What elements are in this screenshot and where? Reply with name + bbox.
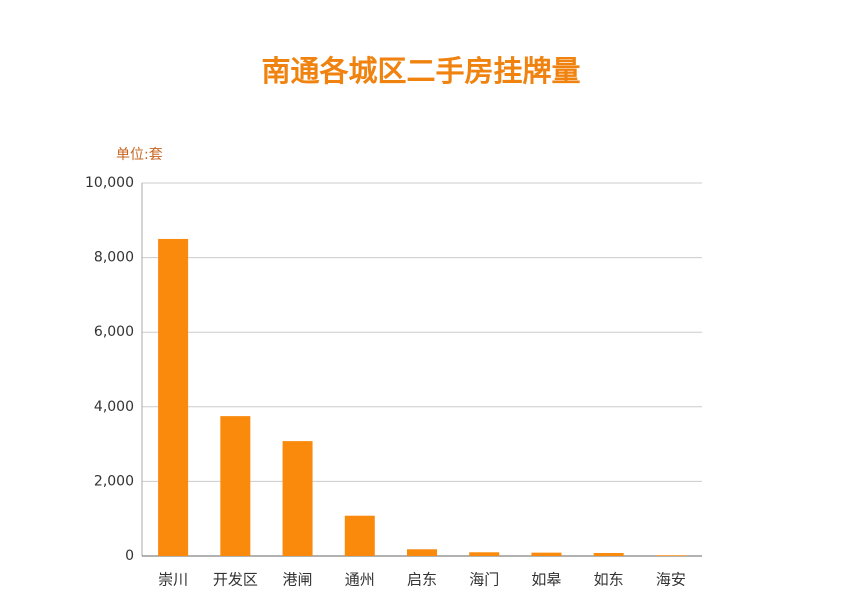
bar [158,238,189,556]
x-tick-label: 启东 [407,571,437,589]
y-tick-label: 4,000 [94,399,134,415]
y-tick-label: 0 [125,548,134,564]
bar [655,555,686,556]
x-tick-label: 通州 [345,571,375,589]
y-tick-label: 2,000 [94,473,134,489]
bar [531,552,562,556]
y-tick-label: 8,000 [94,250,134,266]
x-tick-label: 崇川 [158,571,188,589]
x-tick-label: 海安 [656,571,686,589]
bar [407,549,437,556]
x-tick-label: 港闸 [283,571,313,589]
x-tick-label: 开发区 [213,571,258,589]
bar [282,441,313,556]
x-tick-label: 海门 [469,571,499,589]
y-axis-label: 单位:套 [116,147,163,163]
bar [469,552,500,556]
bar [593,553,624,556]
y-tick-label: 10,000 [85,175,134,191]
x-tick-label: 如皋 [531,571,561,589]
chart-title: 南通各城区二手房挂牌量 [261,54,580,88]
bar [220,416,251,556]
bar [344,515,375,556]
y-tick-label: 6,000 [94,324,134,340]
x-tick-label: 如东 [594,571,624,589]
